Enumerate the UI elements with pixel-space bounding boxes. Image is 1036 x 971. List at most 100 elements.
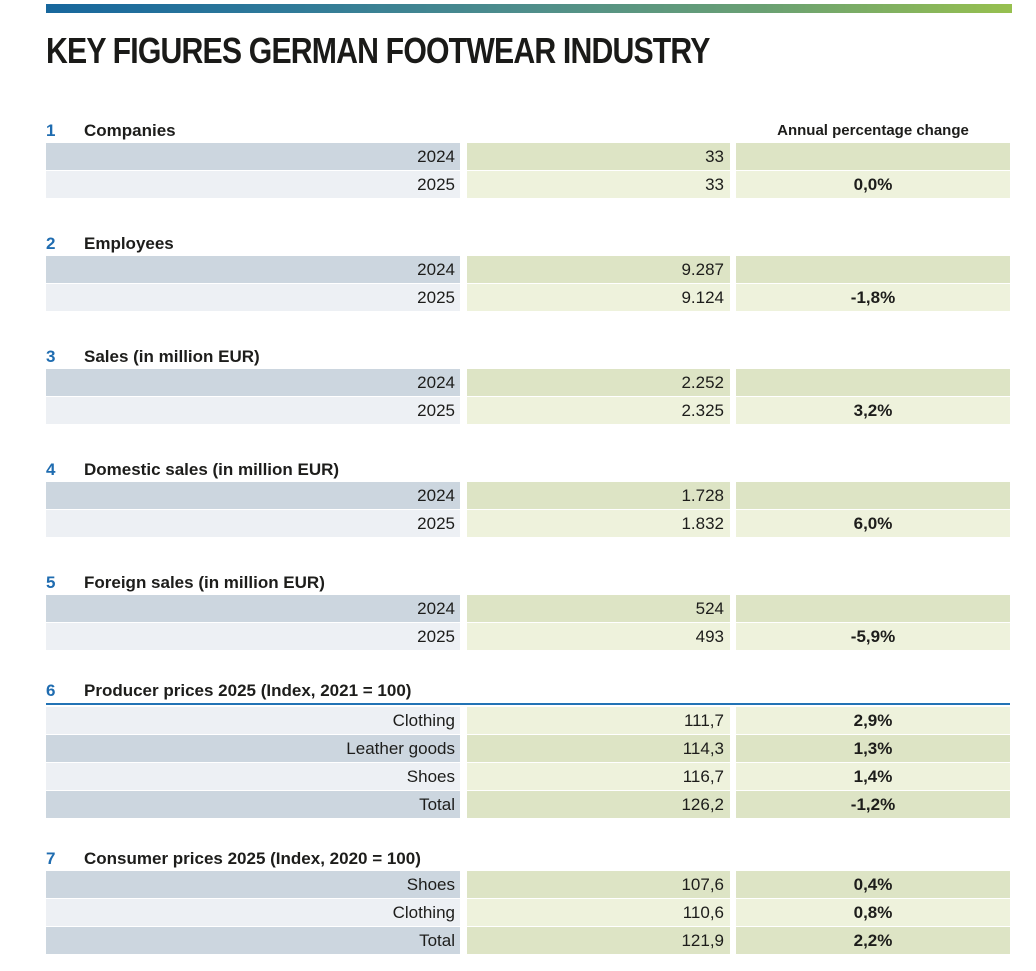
- table-row: 2025 33 0,0%: [46, 171, 1010, 198]
- section-divider-rule: [46, 703, 1010, 705]
- row-value-cell: 110,6: [467, 899, 730, 926]
- section-heading: 6 Producer prices 2025 (Index, 2021 = 10…: [46, 681, 1010, 701]
- row-label-cell: 2024: [46, 143, 460, 170]
- section-title: Domestic sales (in million EUR): [84, 460, 340, 479]
- row-value-cell: 107,6: [467, 871, 730, 898]
- key-figures-table: 1 Companies Annual percentage change 202…: [46, 121, 1010, 955]
- row-change-cell: [736, 595, 1010, 622]
- section-title: Consumer prices 2025 (Index, 2020 = 100): [84, 849, 421, 868]
- section-number: 1: [46, 121, 56, 140]
- table-row: Shoes 116,7 1,4%: [46, 763, 1010, 790]
- row-label-cell: Clothing: [46, 707, 460, 734]
- table-row: Shoes 107,6 0,4%: [46, 871, 1010, 898]
- table-row: 2025 2.325 3,2%: [46, 397, 1010, 424]
- row-change-cell: [736, 482, 1010, 509]
- row-label-cell: Total: [46, 791, 460, 818]
- table-row: Clothing 111,7 2,9%: [46, 707, 1010, 734]
- table-row: 2024 33: [46, 143, 1010, 170]
- section-foreign-sales: 5 Foreign sales (in million EUR) 2024 52…: [46, 573, 1010, 650]
- row-change-cell: 0,8%: [736, 899, 1010, 926]
- section-title: Producer prices 2025 (Index, 2021 = 100): [84, 681, 412, 700]
- row-value-cell: 2.325: [467, 397, 730, 424]
- row-label-cell: Leather goods: [46, 735, 460, 762]
- section-number: 3: [46, 347, 56, 366]
- row-value-cell: 121,9: [467, 927, 730, 954]
- row-value-cell: 33: [467, 171, 730, 198]
- table-row: 2024 1.728: [46, 482, 1010, 509]
- section-domestic-sales: 4 Domestic sales (in million EUR) 2024 1…: [46, 460, 1010, 537]
- row-label-cell: 2025: [46, 510, 460, 537]
- row-value-cell: 493: [467, 623, 730, 650]
- row-value-cell: 126,2: [467, 791, 730, 818]
- row-label-cell: Shoes: [46, 763, 460, 790]
- section-number: 2: [46, 234, 56, 253]
- row-label-cell: 2024: [46, 482, 460, 509]
- row-label-cell: 2025: [46, 171, 460, 198]
- row-change-cell: -5,9%: [736, 623, 1010, 650]
- section-heading: 4 Domestic sales (in million EUR): [46, 460, 1010, 480]
- row-label-cell: Total: [46, 927, 460, 954]
- section-number: 5: [46, 573, 56, 592]
- section-heading: 2 Employees: [46, 234, 1010, 254]
- section-heading: 5 Foreign sales (in million EUR): [46, 573, 1010, 593]
- table-row: 2025 1.832 6,0%: [46, 510, 1010, 537]
- row-value-cell: 111,7: [467, 707, 730, 734]
- table-row: Leather goods 114,3 1,3%: [46, 735, 1010, 762]
- row-label-cell: Clothing: [46, 899, 460, 926]
- row-change-cell: 0,0%: [736, 171, 1010, 198]
- section-consumer-prices: 7 Consumer prices 2025 (Index, 2020 = 10…: [46, 849, 1010, 954]
- row-label-cell: 2024: [46, 256, 460, 283]
- row-label-cell: Shoes: [46, 871, 460, 898]
- row-change-cell: 2,2%: [736, 927, 1010, 954]
- section-number: 6: [46, 681, 56, 700]
- row-change-cell: 1,3%: [736, 735, 1010, 762]
- row-value-cell: 114,3: [467, 735, 730, 762]
- row-change-cell: 6,0%: [736, 510, 1010, 537]
- annual-change-column-header: Annual percentage change: [777, 122, 969, 139]
- row-change-cell: -1,8%: [736, 284, 1010, 311]
- table-row: 2024 9.287: [46, 256, 1010, 283]
- table-row: Total 126,2 -1,2%: [46, 791, 1010, 818]
- section-employees: 2 Employees 2024 9.287 2025 9.124 -1,8%: [46, 234, 1010, 311]
- table-row: Clothing 110,6 0,8%: [46, 899, 1010, 926]
- row-change-cell: [736, 369, 1010, 396]
- row-label-cell: 2024: [46, 369, 460, 396]
- row-value-cell: 33: [467, 143, 730, 170]
- table-row: Total 121,9 2,2%: [46, 927, 1010, 954]
- table-row: 2025 493 -5,9%: [46, 623, 1010, 650]
- row-change-cell: 1,4%: [736, 763, 1010, 790]
- section-heading: 3 Sales (in million EUR): [46, 347, 1010, 367]
- header-gradient-bar: [46, 4, 1012, 13]
- section-title: Foreign sales (in million EUR): [84, 573, 325, 592]
- row-label-cell: 2024: [46, 595, 460, 622]
- row-value-cell: 1.728: [467, 482, 730, 509]
- row-label-cell: 2025: [46, 623, 460, 650]
- row-label-cell: 2025: [46, 397, 460, 424]
- row-value-cell: 9.124: [467, 284, 730, 311]
- section-number: 7: [46, 849, 56, 868]
- page-title: KEY FIGURES GERMAN FOOTWEAR INDUSTRY: [46, 30, 710, 71]
- row-change-cell: 3,2%: [736, 397, 1010, 424]
- row-value-cell: 9.287: [467, 256, 730, 283]
- section-number: 4: [46, 460, 56, 479]
- row-value-cell: 2.252: [467, 369, 730, 396]
- row-value-cell: 1.832: [467, 510, 730, 537]
- row-value-cell: 116,7: [467, 763, 730, 790]
- row-change-cell: 0,4%: [736, 871, 1010, 898]
- section-title: Sales (in million EUR): [84, 347, 260, 366]
- section-sales: 3 Sales (in million EUR) 2024 2.252 2025…: [46, 347, 1010, 424]
- section-heading: 7 Consumer prices 2025 (Index, 2020 = 10…: [46, 849, 1010, 869]
- section-producer-prices: 6 Producer prices 2025 (Index, 2021 = 10…: [46, 681, 1010, 818]
- row-change-cell: -1,2%: [736, 791, 1010, 818]
- row-change-cell: [736, 143, 1010, 170]
- table-row: 2024 2.252: [46, 369, 1010, 396]
- row-change-cell: [736, 256, 1010, 283]
- section-title: Employees: [84, 234, 174, 253]
- section-companies: 1 Companies Annual percentage change 202…: [46, 121, 1010, 198]
- row-value-cell: 524: [467, 595, 730, 622]
- section-heading: 1 Companies Annual percentage change: [46, 121, 1010, 141]
- row-change-cell: 2,9%: [736, 707, 1010, 734]
- table-row: 2024 524: [46, 595, 1010, 622]
- row-label-cell: 2025: [46, 284, 460, 311]
- section-title: Companies: [84, 121, 176, 140]
